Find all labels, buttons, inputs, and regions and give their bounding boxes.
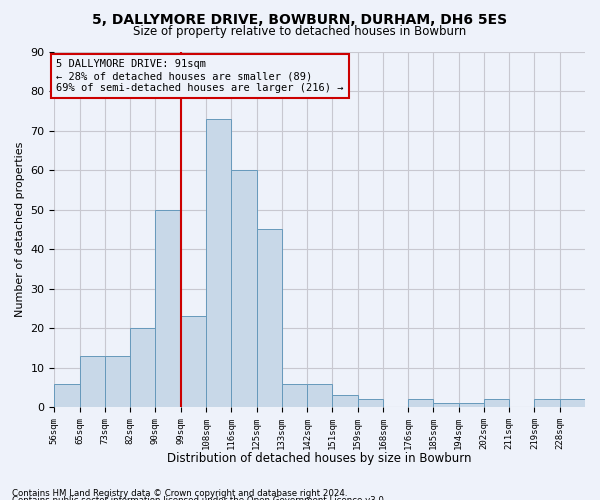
Text: 5, DALLYMORE DRIVE, BOWBURN, DURHAM, DH6 5ES: 5, DALLYMORE DRIVE, BOWBURN, DURHAM, DH6…: [92, 12, 508, 26]
Bar: [535, 400, 560, 407]
Bar: [560, 400, 585, 407]
X-axis label: Distribution of detached houses by size in Bowburn: Distribution of detached houses by size …: [167, 452, 472, 465]
Bar: [484, 400, 509, 407]
Bar: [282, 384, 307, 407]
Bar: [408, 400, 433, 407]
Bar: [105, 356, 130, 407]
Bar: [358, 400, 383, 407]
Bar: [307, 384, 332, 407]
Bar: [181, 316, 206, 407]
Bar: [458, 404, 484, 407]
Bar: [257, 230, 282, 407]
Text: Size of property relative to detached houses in Bowburn: Size of property relative to detached ho…: [133, 25, 467, 38]
Bar: [80, 356, 105, 407]
Bar: [206, 118, 231, 407]
Bar: [55, 384, 80, 407]
Bar: [155, 210, 181, 407]
Text: Contains HM Land Registry data © Crown copyright and database right 2024.: Contains HM Land Registry data © Crown c…: [12, 488, 347, 498]
Bar: [433, 404, 458, 407]
Text: 5 DALLYMORE DRIVE: 91sqm
← 28% of detached houses are smaller (89)
69% of semi-d: 5 DALLYMORE DRIVE: 91sqm ← 28% of detach…: [56, 60, 343, 92]
Y-axis label: Number of detached properties: Number of detached properties: [15, 142, 25, 317]
Bar: [332, 396, 358, 407]
Bar: [231, 170, 257, 407]
Text: Contains public sector information licensed under the Open Government Licence v3: Contains public sector information licen…: [12, 496, 386, 500]
Bar: [130, 328, 155, 407]
